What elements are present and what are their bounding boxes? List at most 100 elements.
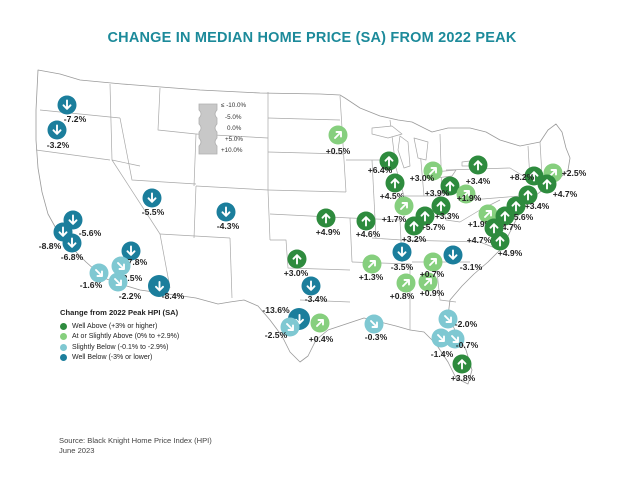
marker-value-label: -2.5% (119, 273, 143, 283)
marker-29 (404, 216, 424, 236)
marker-value-label: +3.0% (283, 268, 309, 278)
legend-item-well-above: Well Above (+3% or higher) (60, 321, 179, 332)
marker-27 (431, 196, 451, 216)
marker-value-label: -3.1% (459, 262, 483, 272)
arrow-diagonal-up-icon (402, 279, 410, 287)
value-scale: ≤ -10.0% -5.0% 0.0% +5.0% +10.0% (197, 102, 246, 161)
marker-38 (490, 231, 510, 251)
marker-4 (62, 233, 82, 253)
source-date: June 2023 (59, 446, 95, 455)
marker-6 (216, 202, 236, 222)
legend-item-slightly-above: At or Slightly Above (0% to +2.9%) (60, 332, 179, 343)
marker-value-label: -5.5% (141, 207, 165, 217)
marker-value-label: -7.2% (63, 114, 87, 124)
arrow-down-icon (147, 192, 157, 203)
marker-value-label: -6.8% (60, 252, 84, 262)
arrow-diagonal-down-icon (114, 278, 122, 286)
marker-value-label: +4.6% (355, 229, 381, 239)
marker-1 (47, 120, 67, 140)
marker-value-label: +0.5% (325, 146, 351, 156)
arrow-up-icon (420, 211, 430, 222)
marker-value-label: -3.4% (304, 294, 328, 304)
arrow-down-icon (397, 246, 407, 257)
map-title: CHANGE IN MEDIAN HOME PRICE (SA) FROM 20… (107, 30, 517, 46)
marker-value-label: -4.3% (216, 221, 240, 231)
marker-39 (392, 242, 412, 262)
marker-value-label: -13.6% (262, 305, 290, 315)
source-line: Source: Black Knight Home Price Index (H… (59, 436, 212, 445)
marker-10 (108, 272, 128, 292)
arrow-diagonal-up-icon (334, 131, 342, 139)
legend-swatch (60, 343, 67, 351)
marker-value-label: -2.5% (264, 330, 288, 340)
marker-32 (537, 174, 557, 194)
marker-15 (280, 317, 300, 337)
marker-value-label: +4.7% (496, 222, 522, 232)
arrow-down-icon (68, 214, 78, 225)
legend-swatch (60, 354, 67, 362)
legend-label: Well Above (+3% or higher) (72, 322, 158, 330)
legend-label: At or Slightly Above (0% to +2.9%) (72, 333, 180, 341)
arrow-down-icon (448, 249, 458, 260)
marker-value-label: +3.4% (465, 176, 491, 186)
marker-value-label: +0.7% (419, 269, 445, 279)
marker-12 (287, 249, 307, 269)
marker-value-label: +0.9% (419, 288, 445, 298)
marker-value-label: -8.8% (38, 241, 62, 251)
arrow-up-icon (409, 221, 419, 232)
legend-item-well-below: Well Below (-3% or lower) (60, 353, 179, 364)
marker-23 (423, 161, 443, 181)
marker-value-label: +3.0% (409, 173, 435, 183)
arrow-up-icon (489, 223, 499, 234)
legend-title: Change from 2022 Peak HPI (SA) (60, 308, 179, 317)
arrow-down-icon (52, 124, 62, 135)
arrow-up-icon (321, 213, 331, 224)
arrow-diagonal-down-icon (370, 320, 378, 328)
source-note: Source: Black Knight Home Price Index (H… (59, 436, 212, 456)
arrow-up-icon (511, 201, 521, 212)
legend-swatch (60, 333, 67, 341)
arrow-diagonal-up-icon (429, 167, 437, 175)
marker-value-label: -3.2% (46, 140, 70, 150)
marker-17 (328, 125, 348, 145)
marker-value-label: +2.5% (561, 168, 587, 178)
scale-label: ≤ -10.0% (221, 102, 247, 109)
legend-item-slightly-below: Slightly Below (-0.1% to -2.9%) (60, 342, 179, 353)
marker-value-label: -5.6% (78, 228, 102, 238)
marker-value-label: -1.4% (430, 349, 454, 359)
arrow-up-icon (500, 211, 510, 222)
marker-value-label: +4.7% (466, 235, 492, 245)
marker-value-label: +0.8% (389, 291, 415, 301)
marker-value-label: +1.9% (467, 219, 493, 229)
marker-25 (456, 184, 476, 204)
marker-value-label: -8.4% (161, 291, 185, 301)
arrow-up-icon (495, 236, 505, 247)
arrow-down-icon (306, 280, 316, 291)
arrow-down-icon (126, 245, 136, 256)
scale-shape (198, 103, 218, 155)
marker-24 (440, 176, 460, 196)
legend-label: Slightly Below (-0.1% to -2.9%) (72, 343, 169, 351)
arrow-up-icon (361, 216, 371, 227)
scale-label: +10.0% (221, 147, 243, 154)
arrow-diagonal-down-icon (117, 262, 125, 270)
marker-7 (121, 241, 141, 261)
arrow-diagonal-up-icon (316, 319, 324, 327)
marker-value-label: -2.0% (454, 319, 478, 329)
scale-label: -5.0% (225, 114, 242, 121)
arrow-up-icon (473, 160, 483, 171)
arrow-down-icon (58, 226, 68, 237)
arrow-up-icon (445, 181, 455, 192)
marker-41 (396, 273, 416, 293)
arrow-down-icon (154, 280, 164, 291)
marker-value-label: -0.7% (455, 340, 479, 350)
marker-value-label: +3.2% (401, 234, 427, 244)
marker-40 (362, 254, 382, 274)
arrow-diagonal-down-icon (95, 269, 103, 277)
marker-46 (438, 309, 458, 329)
arrow-diagonal-up-icon (484, 210, 492, 218)
marker-19 (356, 211, 376, 231)
arrow-diagonal-up-icon (462, 190, 470, 198)
marker-value-label: +3.8% (450, 373, 476, 383)
